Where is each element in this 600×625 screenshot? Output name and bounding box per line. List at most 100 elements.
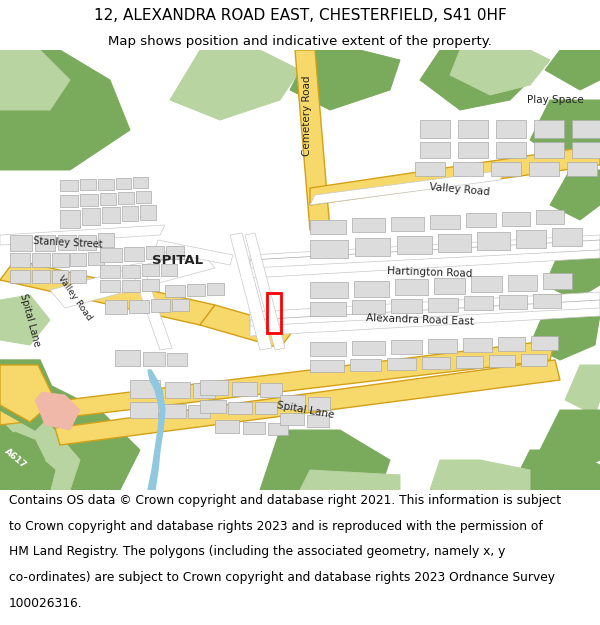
Bar xyxy=(10,270,30,283)
Bar xyxy=(166,246,184,259)
Polygon shape xyxy=(245,233,285,350)
Bar xyxy=(35,235,55,251)
Bar xyxy=(453,162,483,176)
Bar xyxy=(70,253,86,266)
Bar xyxy=(310,342,346,356)
Polygon shape xyxy=(300,470,400,490)
Polygon shape xyxy=(550,170,600,220)
Text: co-ordinates) are subject to Crown copyright and database rights 2023 Ordnance S: co-ordinates) are subject to Crown copyr… xyxy=(9,571,555,584)
Bar xyxy=(122,280,140,292)
Bar xyxy=(122,206,138,221)
Bar xyxy=(232,382,257,396)
Bar xyxy=(543,273,572,289)
Text: HM Land Registry. The polygons (including the associated geometry, namely x, y: HM Land Registry. The polygons (includin… xyxy=(9,546,505,558)
Polygon shape xyxy=(250,235,600,265)
Bar xyxy=(354,281,389,297)
Bar xyxy=(70,270,86,283)
Polygon shape xyxy=(565,365,600,415)
Bar xyxy=(496,120,526,138)
Polygon shape xyxy=(510,450,600,490)
Bar xyxy=(536,210,564,224)
Text: Play Space: Play Space xyxy=(527,95,583,105)
Polygon shape xyxy=(250,300,600,330)
Text: Map shows position and indicative extent of the property.: Map shows position and indicative extent… xyxy=(108,34,492,48)
Bar xyxy=(387,358,416,370)
Bar xyxy=(430,215,460,229)
Bar xyxy=(142,264,159,276)
Bar xyxy=(52,253,69,267)
Polygon shape xyxy=(0,50,70,110)
Text: Hartington Road: Hartington Road xyxy=(387,266,473,279)
Polygon shape xyxy=(530,100,600,160)
Bar xyxy=(215,420,239,433)
Bar xyxy=(310,240,348,258)
Polygon shape xyxy=(0,365,55,422)
Polygon shape xyxy=(0,50,130,170)
Bar xyxy=(100,265,120,278)
Polygon shape xyxy=(170,50,300,120)
Bar xyxy=(428,298,458,312)
Bar xyxy=(143,352,165,366)
Polygon shape xyxy=(450,50,550,95)
Polygon shape xyxy=(0,360,140,490)
Text: Stanley Street: Stanley Street xyxy=(33,236,103,250)
Polygon shape xyxy=(545,250,600,300)
Bar xyxy=(391,217,424,231)
Bar xyxy=(395,279,428,295)
Bar xyxy=(552,228,582,246)
Polygon shape xyxy=(540,410,600,470)
Bar xyxy=(508,275,537,291)
Text: Valley Road: Valley Road xyxy=(56,274,94,322)
Bar xyxy=(188,405,210,418)
Bar xyxy=(60,210,80,228)
Polygon shape xyxy=(0,410,80,490)
Bar xyxy=(391,299,422,313)
Bar xyxy=(420,120,450,138)
Polygon shape xyxy=(260,430,390,490)
Bar xyxy=(167,353,187,366)
Bar xyxy=(140,205,156,220)
Bar xyxy=(352,300,385,314)
Bar xyxy=(100,248,122,262)
Bar xyxy=(255,402,277,414)
Bar xyxy=(308,397,330,410)
Bar xyxy=(115,350,140,366)
Bar xyxy=(60,180,78,191)
Bar xyxy=(280,395,305,409)
Polygon shape xyxy=(290,50,400,110)
Bar xyxy=(420,142,450,158)
Text: 100026316.: 100026316. xyxy=(9,597,83,609)
Polygon shape xyxy=(420,50,540,110)
Polygon shape xyxy=(230,233,272,350)
Bar xyxy=(136,191,151,203)
Bar xyxy=(207,283,224,295)
Bar xyxy=(52,270,68,283)
Bar xyxy=(267,293,281,333)
Polygon shape xyxy=(0,360,60,430)
Bar xyxy=(534,120,564,138)
Bar xyxy=(498,337,525,351)
Polygon shape xyxy=(310,145,600,205)
Bar xyxy=(228,402,252,414)
Bar xyxy=(105,300,127,314)
Bar xyxy=(58,235,76,250)
Bar xyxy=(122,265,140,278)
Bar xyxy=(496,142,526,158)
Bar xyxy=(572,120,600,138)
Polygon shape xyxy=(310,170,505,205)
Bar xyxy=(200,380,228,395)
Bar xyxy=(102,207,120,223)
Bar xyxy=(88,252,104,265)
Bar xyxy=(502,212,530,226)
Bar xyxy=(438,234,471,252)
Bar xyxy=(458,120,488,138)
Bar xyxy=(352,218,385,232)
Polygon shape xyxy=(295,50,330,230)
Polygon shape xyxy=(200,305,295,348)
Bar xyxy=(260,383,282,397)
Polygon shape xyxy=(545,50,600,90)
Polygon shape xyxy=(530,300,600,360)
Bar xyxy=(428,339,457,353)
Bar xyxy=(124,247,144,261)
Polygon shape xyxy=(0,295,50,345)
